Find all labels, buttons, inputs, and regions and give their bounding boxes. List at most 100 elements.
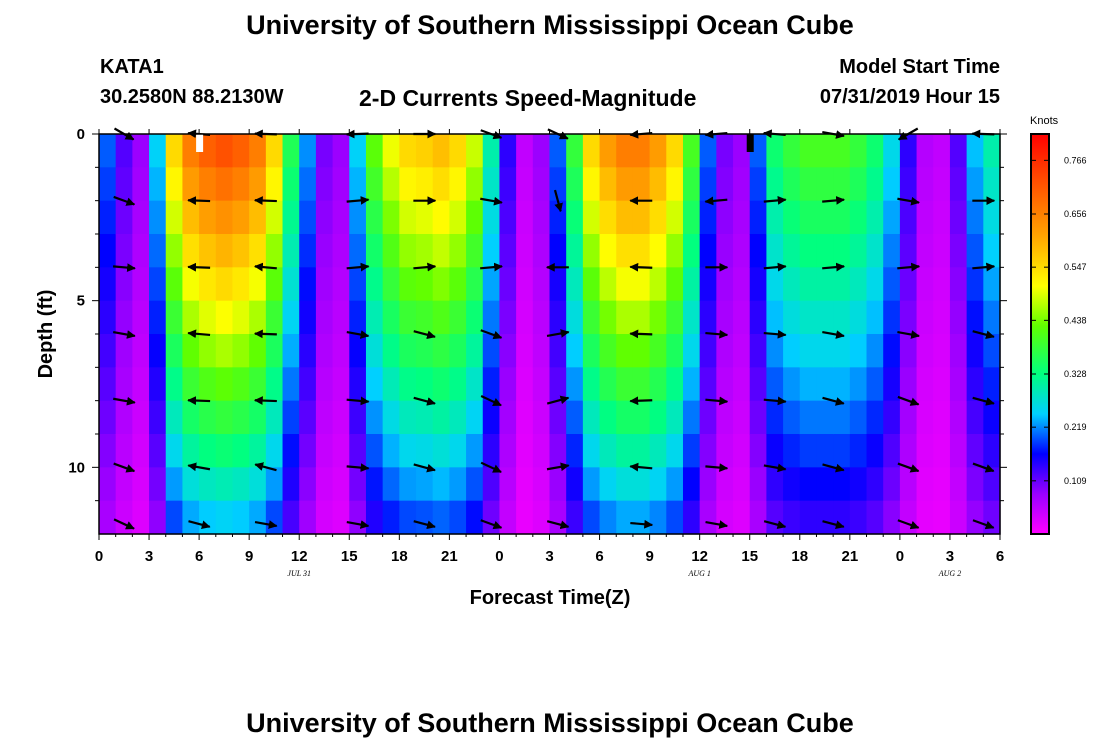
heatmap-cell bbox=[482, 234, 501, 268]
heatmap-cell bbox=[332, 367, 350, 402]
heatmap-cell bbox=[666, 300, 684, 335]
current-vector bbox=[253, 329, 277, 339]
current-vector bbox=[253, 396, 277, 405]
currents-chart: 0 3 6 9 12 15 18 21 0 3 6 9 12 15 18 21 0 3 6 JUL 31 AUG 1 AU… bbox=[35, 115, 1087, 609]
heatmap-cell bbox=[315, 434, 334, 468]
heatmap-cell bbox=[432, 200, 450, 235]
heatmap-cell bbox=[816, 500, 834, 535]
current-vector bbox=[346, 520, 370, 529]
current-vector bbox=[897, 462, 920, 473]
heatmap-cell bbox=[566, 400, 584, 435]
heatmap-cell bbox=[365, 300, 384, 335]
heatmap-cell bbox=[416, 467, 434, 502]
heatmap-cell bbox=[382, 167, 400, 202]
heatmap-cell bbox=[599, 267, 617, 302]
heatmap-cell bbox=[499, 300, 517, 335]
heatmap-cell bbox=[783, 334, 801, 368]
current-vector bbox=[822, 196, 845, 205]
speed-heatmap bbox=[99, 134, 1001, 535]
heatmap-cell bbox=[733, 167, 751, 202]
heatmap-cell bbox=[282, 467, 300, 502]
heatmap-cell bbox=[416, 334, 434, 368]
heatmap-cell bbox=[649, 400, 667, 435]
heatmap-cell bbox=[649, 234, 667, 268]
page-title-top: University of Southern Mississippi Ocean… bbox=[246, 10, 854, 40]
heatmap-cell bbox=[99, 267, 117, 302]
heatmap-cell bbox=[299, 134, 317, 168]
heatmap-cell bbox=[733, 500, 751, 535]
heatmap-cell bbox=[916, 334, 934, 368]
heatmap-cell bbox=[949, 234, 968, 268]
heatmap-cell bbox=[282, 367, 300, 402]
current-vector bbox=[705, 329, 729, 339]
heatmap-cell bbox=[249, 234, 267, 268]
heatmap-cell bbox=[432, 267, 450, 302]
heatmap-cell bbox=[365, 267, 384, 302]
colorbar-tick-label: 0.766 bbox=[1064, 155, 1087, 165]
heatmap-cell bbox=[149, 467, 167, 502]
heatmap-cell bbox=[532, 500, 551, 535]
heatmap-cell bbox=[165, 300, 184, 335]
heatmap-cell bbox=[632, 234, 651, 268]
current-vector bbox=[546, 462, 570, 472]
heatmap-cell bbox=[566, 267, 584, 302]
heatmap-cell bbox=[365, 334, 384, 368]
heatmap-cell bbox=[232, 367, 250, 402]
current-vector bbox=[822, 396, 845, 406]
heatmap-cell bbox=[716, 234, 734, 268]
heatmap-cell bbox=[315, 300, 334, 335]
current-vector bbox=[897, 330, 920, 339]
heatmap-cell bbox=[482, 400, 501, 435]
heatmap-cell bbox=[799, 400, 818, 435]
x-tick-label: 18 bbox=[791, 548, 808, 565]
heatmap-cell bbox=[332, 167, 350, 202]
heatmap-cell bbox=[599, 367, 617, 402]
heatmap-cell bbox=[699, 400, 717, 435]
heatmap-cell bbox=[99, 334, 117, 368]
heatmap-cell bbox=[165, 234, 184, 268]
heatmap-cell bbox=[682, 267, 701, 302]
heatmap-cell bbox=[99, 467, 117, 502]
colorbar: Knots 0.766 0.656 0.547 0.438 0.328 0.219 0.10… bbox=[1030, 115, 1087, 535]
heatmap-cell bbox=[416, 234, 434, 268]
heatmap-cell bbox=[799, 200, 818, 235]
heatmap-cell bbox=[249, 200, 267, 235]
heatmap-cell bbox=[783, 267, 801, 302]
current-vector bbox=[763, 520, 787, 530]
heatmap-cell bbox=[449, 334, 467, 368]
current-vector bbox=[897, 395, 920, 406]
heatmap-cell bbox=[983, 134, 1001, 168]
heatmap-cell bbox=[382, 500, 400, 535]
heatmap-cell bbox=[365, 200, 384, 235]
heatmap-cell bbox=[349, 367, 367, 402]
current-vector bbox=[630, 519, 654, 529]
heatmap-cell bbox=[249, 367, 267, 402]
heatmap-cell bbox=[549, 300, 567, 335]
heatmap-cell bbox=[99, 167, 117, 202]
current-vector bbox=[822, 330, 845, 339]
heatmap-cell bbox=[549, 500, 567, 535]
heatmap-cell bbox=[933, 500, 951, 535]
heatmap-cell bbox=[849, 400, 868, 435]
heatmap-cell bbox=[382, 334, 400, 368]
heatmap-cell bbox=[666, 334, 684, 368]
heatmap-cell bbox=[716, 367, 734, 402]
heatmap-cell bbox=[149, 234, 167, 268]
heatmap-cell bbox=[416, 300, 434, 335]
heatmap-cell bbox=[983, 434, 1001, 468]
heatmap-cell bbox=[532, 367, 551, 402]
heatmap-cell bbox=[265, 434, 284, 468]
heatmap-cell bbox=[416, 500, 434, 535]
x-tick-label: 12 bbox=[291, 548, 308, 565]
heatmap-cell bbox=[632, 300, 651, 335]
heatmap-cell bbox=[349, 234, 367, 268]
heatmap-cell bbox=[299, 300, 317, 335]
heatmap-cell bbox=[265, 134, 284, 168]
heatmap-cell bbox=[165, 434, 184, 468]
heatmap-cell bbox=[382, 367, 400, 402]
current-vector bbox=[480, 395, 502, 407]
heatmap-cell bbox=[966, 367, 984, 402]
heatmap-cell bbox=[682, 434, 701, 468]
heatmap-cell bbox=[299, 234, 317, 268]
heatmap-cell bbox=[482, 500, 501, 535]
